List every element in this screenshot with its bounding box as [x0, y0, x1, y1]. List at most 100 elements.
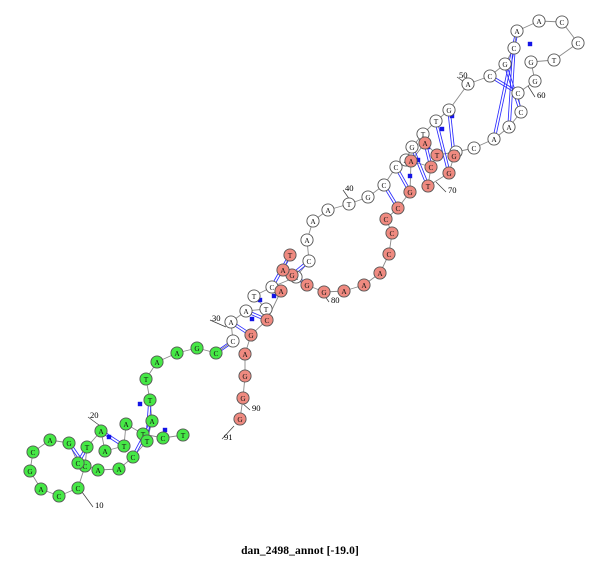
nucleotide-circle[interactable]: [34, 482, 48, 496]
nucleotide[interactable]: C: [511, 86, 525, 100]
nucleotide[interactable]: G: [62, 436, 76, 450]
nucleotide-circle[interactable]: [143, 393, 157, 407]
nucleotide[interactable]: A: [487, 132, 501, 146]
nucleotide[interactable]: C: [424, 160, 438, 174]
nucleotide[interactable]: A: [98, 444, 112, 458]
nucleotide[interactable]: T: [80, 440, 94, 454]
nucleotide[interactable]: A: [238, 347, 252, 361]
nucleotide-circle[interactable]: [498, 57, 512, 71]
nucleotide-circle[interactable]: [514, 105, 528, 119]
nucleotide[interactable]: C: [571, 36, 585, 50]
nucleotide-circle[interactable]: [300, 278, 314, 292]
nucleotide[interactable]: G: [23, 464, 37, 478]
nucleotide-circle[interactable]: [404, 154, 418, 168]
nucleotide-circle[interactable]: [140, 434, 154, 448]
nucleotide-circle[interactable]: [236, 391, 250, 405]
nucleotide-circle[interactable]: [300, 233, 314, 247]
nucleotide-circle[interactable]: [238, 347, 252, 361]
nucleotide[interactable]: C: [260, 313, 274, 327]
nucleotide-circle[interactable]: [126, 450, 140, 464]
nucleotide[interactable]: C: [377, 178, 391, 192]
nucleotide-circle[interactable]: [430, 148, 444, 162]
nucleotide-circle[interactable]: [156, 431, 170, 445]
nucleotide[interactable]: A: [150, 355, 164, 369]
nucleotide[interactable]: T: [143, 393, 157, 407]
nucleotide[interactable]: C: [302, 254, 316, 268]
nucleotide[interactable]: A: [357, 278, 371, 292]
nucleotide[interactable]: A: [224, 315, 238, 329]
nucleotide-circle[interactable]: [176, 428, 190, 442]
nucleotide-circle[interactable]: [510, 24, 524, 38]
nucleotide[interactable]: C: [71, 481, 85, 495]
nucleotide[interactable]: A: [502, 120, 516, 134]
nucleotide-circle[interactable]: [361, 190, 375, 204]
nucleotide-circle[interactable]: [302, 254, 316, 268]
nucleotide[interactable]: A: [170, 346, 184, 360]
nucleotide[interactable]: G: [361, 190, 375, 204]
nucleotide-circle[interactable]: [119, 417, 133, 431]
nucleotide-circle[interactable]: [424, 160, 438, 174]
nucleotide[interactable]: A: [404, 154, 418, 168]
nucleotide[interactable]: A: [276, 263, 290, 277]
nucleotide-circle[interactable]: [442, 103, 456, 117]
nucleotide[interactable]: A: [94, 424, 108, 438]
nucleotide[interactable]: G: [405, 140, 419, 154]
nucleotide-circle[interactable]: [43, 433, 57, 447]
nucleotide[interactable]: C: [382, 247, 396, 261]
nucleotide[interactable]: G: [442, 166, 456, 180]
nucleotide-circle[interactable]: [62, 436, 76, 450]
nucleotide-circle[interactable]: [391, 201, 405, 215]
nucleotide-circle[interactable]: [532, 14, 546, 28]
nucleotide[interactable]: C: [483, 69, 497, 83]
nucleotide-circle[interactable]: [337, 284, 351, 298]
nucleotide-circle[interactable]: [80, 440, 94, 454]
nucleotide-circle[interactable]: [306, 214, 320, 228]
nucleotide-circle[interactable]: [170, 346, 184, 360]
nucleotide-circle[interactable]: [321, 203, 335, 217]
nucleotide-circle[interactable]: [224, 315, 238, 329]
nucleotide[interactable]: G: [233, 412, 247, 426]
nucleotide[interactable]: T: [176, 428, 190, 442]
nucleotide[interactable]: C: [126, 450, 140, 464]
nucleotide[interactable]: T: [430, 148, 444, 162]
nucleotide-circle[interactable]: [382, 247, 396, 261]
nucleotide[interactable]: T: [140, 434, 154, 448]
nucleotide[interactable]: G: [498, 57, 512, 71]
nucleotide[interactable]: T: [259, 302, 273, 316]
nucleotide-circle[interactable]: [239, 304, 253, 318]
nucleotide-circle[interactable]: [377, 178, 391, 192]
nucleotide-circle[interactable]: [467, 141, 481, 155]
nucleotide[interactable]: A: [418, 136, 432, 150]
nucleotide[interactable]: A: [91, 463, 105, 477]
nucleotide-circle[interactable]: [555, 15, 569, 29]
nucleotide[interactable]: C: [507, 41, 521, 55]
nucleotide-circle[interactable]: [23, 464, 37, 478]
nucleotide-circle[interactable]: [276, 263, 290, 277]
nucleotide-circle[interactable]: [461, 77, 475, 91]
nucleotide-circle[interactable]: [283, 248, 297, 262]
nucleotide-circle[interactable]: [52, 489, 66, 503]
nucleotide[interactable]: A: [239, 304, 253, 318]
nucleotide-circle[interactable]: [238, 369, 252, 383]
nucleotide-circle[interactable]: [547, 53, 561, 67]
nucleotide[interactable]: T: [247, 289, 261, 303]
nucleotide[interactable]: A: [119, 417, 133, 431]
nucleotide[interactable]: C: [391, 201, 405, 215]
nucleotide-circle[interactable]: [112, 462, 126, 476]
nucleotide-circle[interactable]: [98, 444, 112, 458]
nucleotide-circle[interactable]: [528, 74, 542, 88]
nucleotide-circle[interactable]: [447, 149, 461, 163]
nucleotide-circle[interactable]: [487, 132, 501, 146]
nucleotide-circle[interactable]: [145, 414, 159, 428]
nucleotide-circle[interactable]: [571, 36, 585, 50]
nucleotide-circle[interactable]: [421, 179, 435, 193]
nucleotide-circle[interactable]: [389, 160, 403, 174]
nucleotide[interactable]: C: [555, 15, 569, 29]
nucleotide-circle[interactable]: [26, 445, 40, 459]
nucleotide[interactable]: A: [337, 284, 351, 298]
nucleotide[interactable]: C: [226, 334, 240, 348]
nucleotide[interactable]: C: [52, 489, 66, 503]
nucleotide-circle[interactable]: [483, 69, 497, 83]
nucleotide-circle[interactable]: [244, 328, 258, 342]
nucleotide[interactable]: A: [306, 214, 320, 228]
